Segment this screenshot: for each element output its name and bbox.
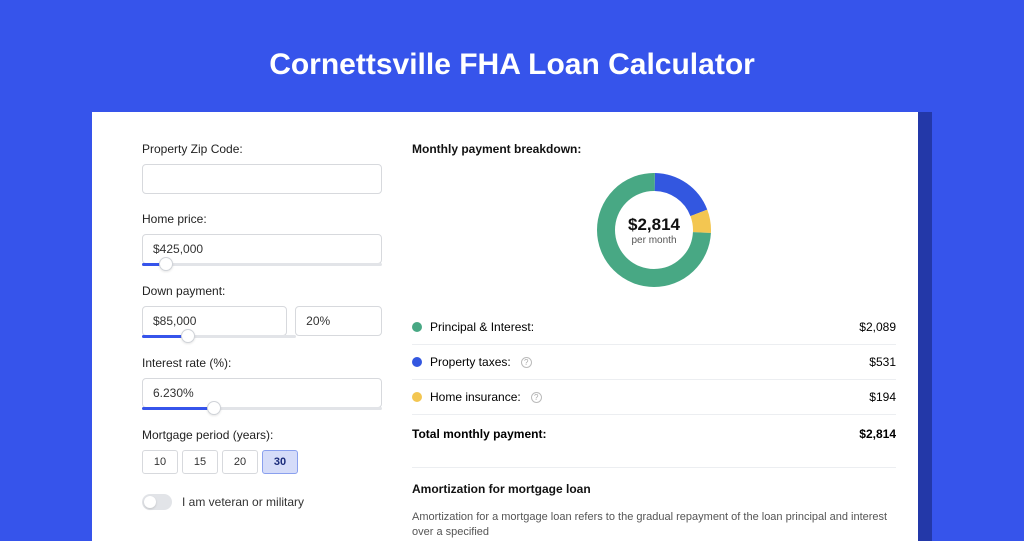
- breakdown-heading: Monthly payment breakdown:: [412, 142, 896, 156]
- legend-dot-insurance: [412, 392, 422, 402]
- mortgage-period-group: Mortgage period (years): 10 15 20 30: [142, 428, 382, 474]
- card-shadow: Property Zip Code: Home price: Down paym…: [92, 112, 932, 541]
- legend-label-principal: Principal & Interest:: [430, 320, 534, 334]
- page-title: Cornettsville FHA Loan Calculator: [0, 0, 1024, 112]
- down-payment-amount-input[interactable]: [142, 306, 287, 336]
- down-payment-group: Down payment:: [142, 284, 382, 338]
- interest-rate-slider-fill: [142, 407, 214, 410]
- veteran-toggle[interactable]: [142, 494, 172, 510]
- amortization-text: Amortization for a mortgage loan refers …: [412, 510, 896, 541]
- home-price-slider-thumb[interactable]: [159, 257, 173, 271]
- veteran-toggle-knob: [144, 496, 156, 508]
- down-payment-percent-input[interactable]: [295, 306, 382, 336]
- legend-total-value: $2,814: [859, 427, 896, 441]
- interest-rate-group: Interest rate (%):: [142, 356, 382, 410]
- legend-dot-taxes: [412, 357, 422, 367]
- amortization-heading: Amortization for mortgage loan: [412, 482, 896, 496]
- donut-center: $2,814 per month: [594, 170, 714, 290]
- donut-container: $2,814 per month: [412, 170, 896, 290]
- zip-label: Property Zip Code:: [142, 142, 382, 156]
- mortgage-period-label: Mortgage period (years):: [142, 428, 382, 442]
- calculator-card: Property Zip Code: Home price: Down paym…: [92, 112, 918, 541]
- results-column: Monthly payment breakdown: $2,814 per mo…: [412, 142, 896, 541]
- legend-row-principal: Principal & Interest: $2,089: [412, 310, 896, 345]
- amortization-section: Amortization for mortgage loan Amortizat…: [412, 467, 896, 541]
- down-payment-slider-thumb[interactable]: [181, 329, 195, 343]
- interest-rate-label: Interest rate (%):: [142, 356, 382, 370]
- veteran-row: I am veteran or military: [142, 494, 382, 510]
- zip-input[interactable]: [142, 164, 382, 194]
- veteran-label: I am veteran or military: [182, 495, 304, 509]
- period-option-15[interactable]: 15: [182, 450, 218, 474]
- home-price-group: Home price:: [142, 212, 382, 266]
- period-option-20[interactable]: 20: [222, 450, 258, 474]
- down-payment-slider[interactable]: [142, 335, 296, 338]
- interest-rate-input[interactable]: [142, 378, 382, 408]
- legend-label-insurance: Home insurance:: [430, 390, 521, 404]
- mortgage-period-options: 10 15 20 30: [142, 450, 382, 474]
- legend-value-taxes: $531: [869, 355, 896, 369]
- info-icon[interactable]: ?: [521, 357, 532, 368]
- home-price-input[interactable]: [142, 234, 382, 264]
- home-price-label: Home price:: [142, 212, 382, 226]
- legend-value-insurance: $194: [869, 390, 896, 404]
- donut-amount: $2,814: [628, 215, 680, 235]
- legend-dot-principal: [412, 322, 422, 332]
- legend-label-taxes: Property taxes:: [430, 355, 511, 369]
- info-icon[interactable]: ?: [531, 392, 542, 403]
- legend-row-taxes: Property taxes: ? $531: [412, 345, 896, 380]
- donut-chart: $2,814 per month: [594, 170, 714, 290]
- inputs-column: Property Zip Code: Home price: Down paym…: [142, 142, 382, 541]
- period-option-30[interactable]: 30: [262, 450, 298, 474]
- legend-row-insurance: Home insurance: ? $194: [412, 380, 896, 415]
- period-option-10[interactable]: 10: [142, 450, 178, 474]
- zip-group: Property Zip Code:: [142, 142, 382, 194]
- interest-rate-slider-thumb[interactable]: [207, 401, 221, 415]
- legend-total-label: Total monthly payment:: [412, 427, 546, 441]
- donut-sub: per month: [631, 235, 676, 246]
- home-price-slider[interactable]: [142, 263, 382, 266]
- interest-rate-slider[interactable]: [142, 407, 382, 410]
- down-payment-label: Down payment:: [142, 284, 382, 298]
- legend-row-total: Total monthly payment: $2,814: [412, 415, 896, 453]
- legend-value-principal: $2,089: [859, 320, 896, 334]
